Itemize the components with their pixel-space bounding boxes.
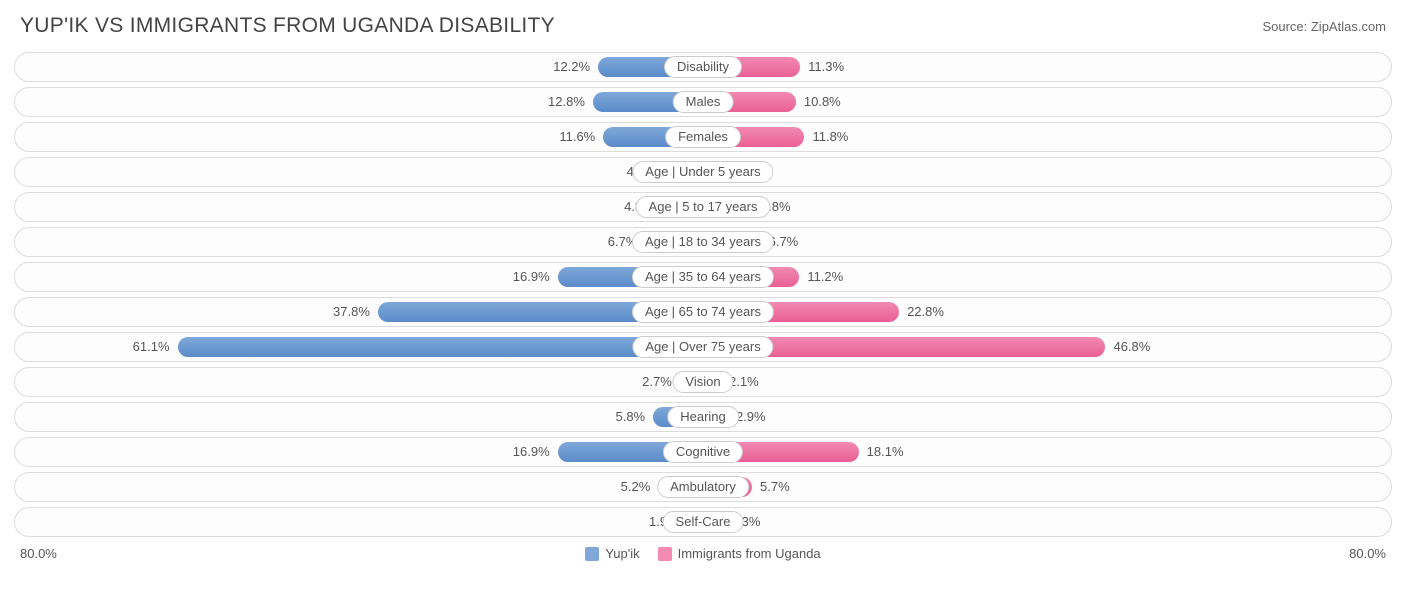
legend-label-left: Yup'ik <box>605 546 639 561</box>
value-right: 22.8% <box>907 298 944 326</box>
chart-row: 4.5%1.1%Age | Under 5 years <box>14 157 1392 187</box>
chart-row: 5.8% 2.9%Hearing <box>14 402 1392 432</box>
value-right: 11.2% <box>807 263 843 291</box>
chart-row: 12.8% 10.8% Males <box>14 87 1392 117</box>
chart-row: 16.9% 11.2% Age | 35 to 64 years <box>14 262 1392 292</box>
legend-swatch-right <box>658 547 672 561</box>
value-left: 37.8% <box>333 298 370 326</box>
category-label: Age | 5 to 17 years <box>636 196 771 218</box>
value-left: 2.7% <box>642 368 672 396</box>
chart-row: 1.9%2.3%Self-Care <box>14 507 1392 537</box>
chart-row: 61.1% 46.8% Age | Over 75 years <box>14 332 1392 362</box>
chart-row: 4.8%5.8%Age | 5 to 17 years <box>14 192 1392 222</box>
chart-row: 37.8% 22.8% Age | 65 to 74 years <box>14 297 1392 327</box>
category-label: Disability <box>664 56 742 78</box>
value-right: 46.8% <box>1113 333 1150 361</box>
value-left: 5.8% <box>615 403 645 431</box>
category-label: Age | Under 5 years <box>632 161 773 183</box>
legend-item-left: Yup'ik <box>585 546 639 561</box>
value-right: 2.9% <box>736 403 766 431</box>
chart-row: 6.7%6.7%Age | 18 to 34 years <box>14 227 1392 257</box>
chart-row: 16.9% 18.1% Cognitive <box>14 437 1392 467</box>
category-label: Age | 35 to 64 years <box>632 266 774 288</box>
legend-label-right: Immigrants from Uganda <box>678 546 821 561</box>
value-left: 61.1% <box>133 333 170 361</box>
value-left: 16.9% <box>513 438 550 466</box>
chart-source: Source: ZipAtlas.com <box>1262 19 1386 34</box>
bar-left <box>178 337 703 357</box>
category-label: Ambulatory <box>657 476 749 498</box>
category-label: Cognitive <box>663 441 743 463</box>
chart-header: YUP'IK VS IMMIGRANTS FROM UGANDA DISABIL… <box>0 0 1406 48</box>
category-label: Age | 65 to 74 years <box>632 301 774 323</box>
chart-title: YUP'IK VS IMMIGRANTS FROM UGANDA DISABIL… <box>20 14 555 38</box>
chart-row: 11.6% 11.8% Females <box>14 122 1392 152</box>
category-label: Vision <box>672 371 733 393</box>
chart-area: 12.2% 11.3% Disability 12.8% 10.8% Males 11.6%… <box>0 48 1406 544</box>
value-left: 5.2% <box>621 473 651 501</box>
value-right: 10.8% <box>804 88 841 116</box>
axis-left-max: 80.0% <box>20 546 57 561</box>
legend-swatch-left <box>585 547 599 561</box>
value-right: 11.3% <box>808 53 844 81</box>
value-left: 12.2% <box>553 53 590 81</box>
value-right: 2.1% <box>729 368 759 396</box>
category-label: Females <box>665 126 741 148</box>
category-label: Self-Care <box>663 511 744 533</box>
category-label: Age | Over 75 years <box>632 336 773 358</box>
chart-row: 12.2% 11.3% Disability <box>14 52 1392 82</box>
value-right: 11.8% <box>812 123 848 151</box>
legend: Yup'ik Immigrants from Uganda <box>57 546 1349 561</box>
legend-item-right: Immigrants from Uganda <box>658 546 821 561</box>
value-right: 5.7% <box>760 473 790 501</box>
axis-right-max: 80.0% <box>1349 546 1386 561</box>
value-right: 18.1% <box>867 438 904 466</box>
category-label: Age | 18 to 34 years <box>632 231 774 253</box>
chart-row: 5.2% 5.7% Ambulatory <box>14 472 1392 502</box>
category-label: Hearing <box>667 406 739 428</box>
category-label: Males <box>673 91 734 113</box>
value-left: 12.8% <box>548 88 585 116</box>
value-left: 11.6% <box>559 123 595 151</box>
chart-footer: 80.0% Yup'ik Immigrants from Uganda 80.0… <box>0 544 1406 571</box>
chart-row: 2.7% 2.1%Vision <box>14 367 1392 397</box>
value-left: 16.9% <box>513 263 550 291</box>
